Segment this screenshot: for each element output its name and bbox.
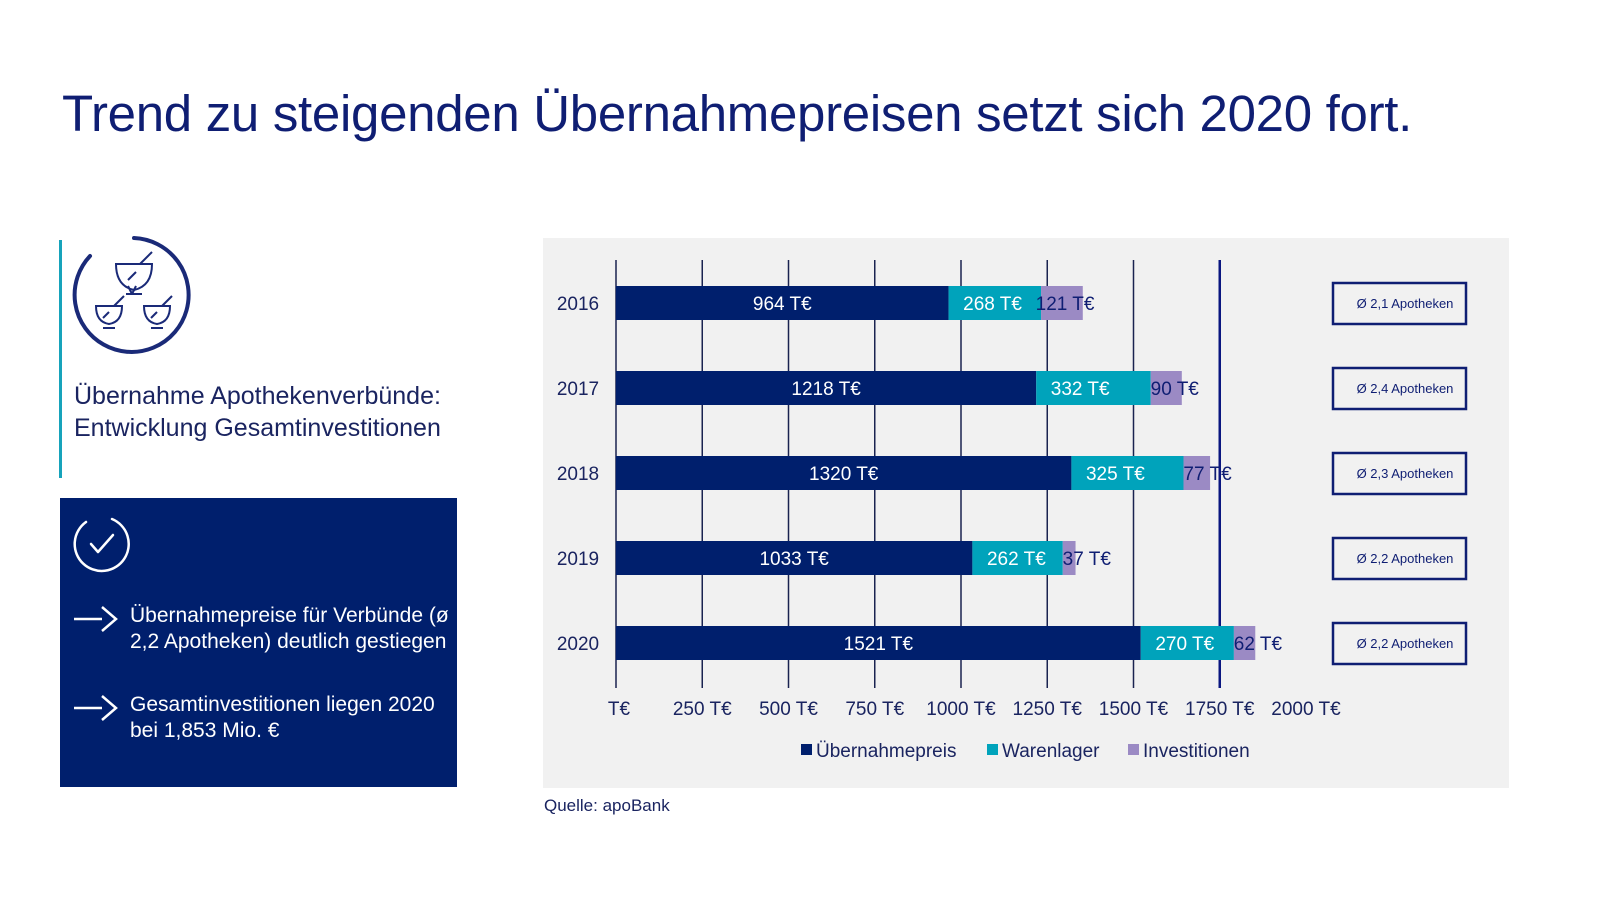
x-tick-label: 2000 T€ (1271, 699, 1341, 720)
bars: 964 T€ 268 T€ 121 T€ 1218 T€ 332 T€ 90 T€ 1320… (616, 286, 1282, 660)
annotation-box: Ø 2,2 Apotheken (1331, 536, 1468, 581)
legend-swatch (1128, 744, 1139, 755)
finding-text: Übernahmepreise für Verbünde (ø 2,2 Apot… (130, 604, 449, 653)
x-tick-label: 1750 T€ (1185, 699, 1255, 720)
bar-warenlager (948, 286, 1042, 320)
page-title: Trend zu steigenden Übernahmepreisen set… (62, 85, 1412, 142)
annotation-text: Ø 2,1 Apotheken (1357, 296, 1454, 311)
data-label: 964 T€ (753, 294, 812, 315)
bar-investitionen (1041, 286, 1083, 320)
data-label: 332 T€ (1051, 379, 1110, 400)
legend-label: Investitionen (1143, 741, 1250, 762)
data-label: 121 T€ (1036, 294, 1095, 315)
data-label: 1521 T€ (844, 634, 914, 655)
bar-übernahmepreis (616, 541, 973, 575)
annotation-border (1331, 536, 1468, 581)
data-label: 1218 T€ (791, 379, 861, 400)
data-label: 37 T€ (1063, 549, 1112, 570)
category-label: 2017 (557, 379, 599, 400)
arrow-right-icon (74, 606, 118, 632)
annotation-box: Ø 2,2 Apotheken (1331, 621, 1468, 666)
x-tick-label: 1500 T€ (1099, 699, 1169, 720)
annotation-boxes: Ø 2,1 Apotheken Ø 2,4 Apotheken Ø 2,3 Apot… (1331, 281, 1468, 666)
legend: Übernahmepreis Warenlager Investitionen (801, 741, 1250, 762)
annotation-text: Ø 2,3 Apotheken (1357, 466, 1454, 481)
bar-übernahmepreis (616, 371, 1037, 405)
legend-label: Warenlager (1002, 741, 1100, 762)
data-label: 325 T€ (1086, 464, 1145, 485)
legend-item: Investitionen (1128, 741, 1250, 762)
data-label: 62 T€ (1234, 634, 1283, 655)
bar-investitionen (1233, 626, 1256, 660)
annotation-box: Ø 2,1 Apotheken (1331, 281, 1468, 326)
annotation-box: Ø 2,3 Apotheken (1331, 451, 1468, 496)
annotation-text: Ø 2,2 Apotheken (1357, 636, 1454, 651)
accent-divider (59, 240, 62, 478)
data-label: 1033 T€ (759, 549, 829, 570)
legend-swatch (801, 744, 812, 755)
finding-item: Übernahmepreise für Verbünde (ø 2,2 Apot… (72, 603, 450, 655)
annotation-border (1331, 366, 1468, 411)
finding-text: Gesamtinvestitionen liegen 2020 bei 1,85… (130, 693, 435, 742)
data-label: 262 T€ (987, 549, 1046, 570)
mortar-and-pestle-icon (72, 236, 191, 354)
subtitle-line-1: Übernahme Apothekenverbünde: (74, 382, 441, 410)
x-tick-label: 500 T€ (759, 699, 818, 720)
chart-subtitle: Übernahme Apothekenverbünde: Entwicklung… (74, 380, 441, 444)
legend-item: Übernahmepreis (801, 741, 956, 762)
subtitle-line-2: Entwicklung Gesamtinvestitionen (74, 414, 441, 442)
chart-panel: 964 T€ 268 T€ 121 T€ 1218 T€ 332 T€ 90 T€ 1320… (543, 238, 1509, 788)
stacked-bar-chart: 964 T€ 268 T€ 121 T€ 1218 T€ 332 T€ 90 T€ 1320… (557, 260, 1468, 762)
finding-item: Gesamtinvestitionen liegen 2020 bei 1,85… (72, 692, 450, 744)
bar-übernahmepreis (616, 456, 1072, 490)
category-label: 2020 (557, 634, 599, 655)
bar-übernahmepreis (616, 626, 1141, 660)
category-label: 2019 (557, 549, 599, 570)
check-circle-icon (73, 517, 130, 573)
bar-warenlager (972, 541, 1063, 575)
annotation-border (1331, 281, 1468, 326)
data-label: 90 T€ (1151, 379, 1200, 400)
bar-warenlager (1140, 626, 1234, 660)
bar-investitionen (1062, 541, 1076, 575)
annotation-box: Ø 2,4 Apotheken (1331, 366, 1468, 411)
x-tick-label: T€ (608, 699, 631, 720)
data-label: 77 T€ (1183, 464, 1232, 485)
x-tick-label: 250 T€ (673, 699, 732, 720)
x-tick-label: 750 T€ (845, 699, 904, 720)
annotation-border (1331, 451, 1468, 496)
bar-übernahmepreis (616, 286, 949, 320)
data-label: 1320 T€ (809, 464, 879, 485)
x-tick-label: 1000 T€ (926, 699, 996, 720)
bar-warenlager (1036, 371, 1151, 405)
annotation-text: Ø 2,2 Apotheken (1357, 551, 1454, 566)
arrow-right-icon (74, 695, 118, 721)
category-labels: 2016 2017 2018 2019 2020 (557, 294, 599, 655)
category-label: 2016 (557, 294, 599, 315)
bar-warenlager (1071, 456, 1184, 490)
annotation-border (1331, 621, 1468, 666)
legend-item: Warenlager (987, 741, 1100, 762)
annotation-text: Ø 2,4 Apotheken (1357, 381, 1454, 396)
x-tick-label: 1250 T€ (1013, 699, 1083, 720)
bar-investitionen (1183, 456, 1211, 490)
data-label: 270 T€ (1155, 634, 1214, 655)
legend-label: Übernahmepreis (816, 741, 956, 762)
category-label: 2018 (557, 464, 599, 485)
legend-swatch (987, 744, 998, 755)
source-note: Quelle: apoBank (544, 796, 670, 815)
x-tick-labels: T€ 250 T€ 500 T€ 750 T€ 1000 T€ 1250 T€ 1500 T… (608, 699, 1341, 720)
bar-investitionen (1150, 371, 1182, 405)
key-findings-box: Übernahmepreise für Verbünde (ø 2,2 Apot… (60, 498, 457, 787)
data-label: 268 T€ (963, 294, 1022, 315)
